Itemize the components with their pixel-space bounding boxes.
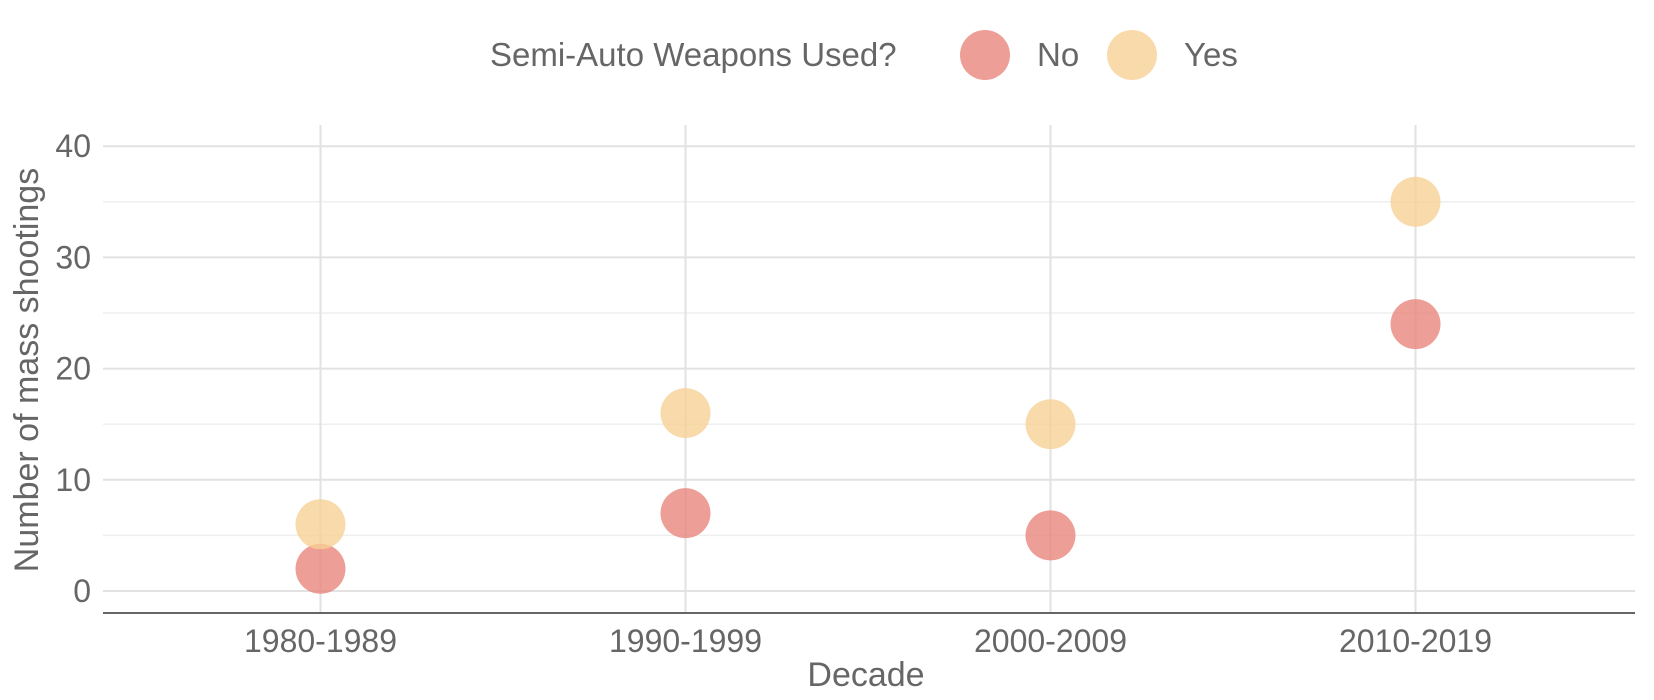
point-no (1390, 299, 1441, 350)
x-axis-title: Decade (807, 656, 924, 694)
point-yes (1390, 176, 1441, 227)
point-no (660, 488, 711, 539)
legend-title: Semi-Auto Weapons Used? (490, 36, 897, 73)
point-no (1025, 510, 1076, 561)
grid (103, 125, 1635, 613)
x-tick-label: 1980-1989 (244, 623, 397, 659)
x-tick-label: 1990-1999 (609, 623, 762, 659)
y-tick-label: 40 (55, 128, 91, 164)
data-points (295, 176, 1441, 594)
point-yes (295, 499, 346, 550)
legend-label-yes: Yes (1184, 36, 1238, 73)
point-no (295, 543, 346, 594)
legend-key-no (960, 30, 1010, 80)
x-tick-label: 2010-2019 (1339, 623, 1492, 659)
legend-key-yes (1107, 30, 1157, 80)
y-tick-label: 10 (55, 462, 91, 498)
x-tick-label: 2000-2009 (974, 623, 1127, 659)
y-axis: 0 10 20 30 40 (55, 128, 91, 609)
y-tick-label: 20 (55, 351, 91, 387)
y-tick-label: 0 (73, 573, 91, 609)
legend: Semi-Auto Weapons Used? No Yes (490, 30, 1238, 80)
y-tick-label: 30 (55, 239, 91, 275)
point-yes (660, 388, 711, 439)
point-yes (1025, 399, 1076, 450)
y-axis-title: Number of mass shootings (8, 168, 46, 572)
legend-label-no: No (1037, 36, 1079, 73)
x-axis: 1980-1989 1990-1999 2000-2009 2010-2019 (103, 612, 1635, 659)
